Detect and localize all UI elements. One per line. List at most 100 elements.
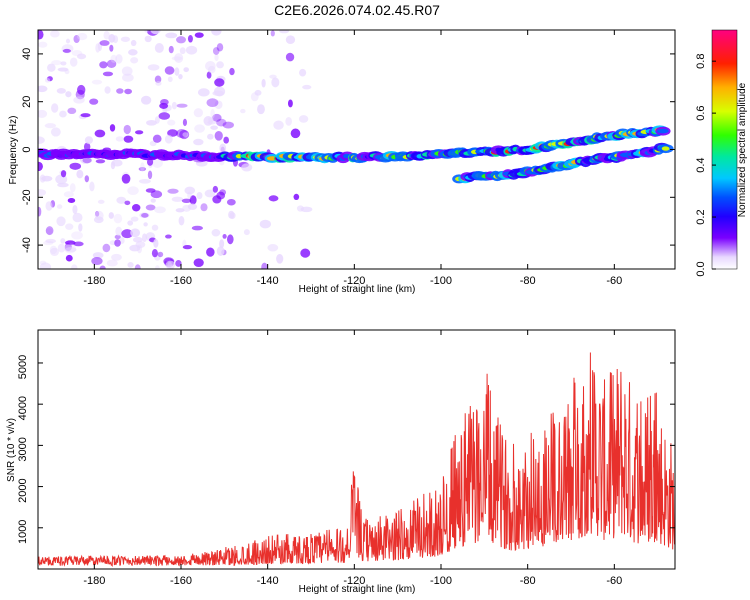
colorbar-tick-label: 0.0 (695, 261, 707, 276)
spectrogram-y-tick-label: 0 (21, 146, 33, 152)
spectrogram-noise-point (216, 246, 225, 256)
spectrogram-noise-point (78, 223, 83, 232)
spectrogram-noise-point (176, 36, 187, 44)
spectrogram-noise-point (103, 31, 110, 40)
colorbar-gradient (711, 29, 738, 270)
spectrogram-noise-point (200, 203, 208, 212)
colorbar-tick-label: 0.6 (695, 105, 707, 120)
spectrogram-noise-point (115, 226, 123, 237)
spectrogram-noise-point (150, 30, 161, 35)
spectrogram-noise-point (171, 101, 177, 110)
snr-x-label: Height of straight line (km) (299, 584, 416, 595)
spectrogram-noise-point (204, 189, 216, 198)
spectrogram-noise-point (165, 234, 172, 239)
spectrogram-noise-point (92, 252, 104, 259)
spectrogram-x-tick-label: -120 (343, 275, 365, 287)
spectrogram-noise-point (82, 157, 92, 164)
spectrogram-noise-point (183, 67, 189, 73)
spectrogram-x-label: Height of straight line (km) (299, 284, 416, 295)
spectrogram-noise-point (64, 247, 77, 253)
spectrogram-noise-point (73, 96, 85, 104)
spectrogram-noise-point (102, 71, 114, 77)
spectrogram-noise-point (113, 213, 123, 224)
spectrogram-noise-point (153, 238, 159, 248)
spectrogram-noise-point (212, 195, 222, 204)
spectrogram-noise-point (106, 59, 117, 68)
spectrogram-noise-point (196, 191, 203, 200)
spectrogram-noise-point (285, 117, 292, 126)
snr-x-tick-label: -80 (520, 575, 536, 587)
spectrogram-trace-core (661, 146, 670, 151)
spectrogram-y-ticks: -40 -20 0 20 40 (21, 48, 675, 253)
spectrogram-noise-point (38, 136, 45, 144)
spectrogram-noise-point (84, 175, 90, 183)
spectrogram-noise-point (214, 78, 225, 87)
spectrogram-noise-point (226, 198, 236, 206)
spectrogram-noise-point (124, 200, 131, 206)
spectrogram-noise-point (182, 132, 189, 138)
spectrogram-noise-point (38, 30, 44, 40)
spectrogram-panel: -180 -160 -140 -120 -100 -80 -60 -40 -20 0 20 40 H… (8, 29, 676, 295)
spectrogram-noise-point (211, 229, 221, 237)
spectrogram-noise-point (167, 188, 179, 194)
spectrogram-noise-point (287, 99, 293, 108)
spectrogram-noise-point (216, 61, 224, 69)
spectrogram-noise-point (212, 47, 220, 55)
spectrogram-noise-point (144, 35, 152, 43)
snr-x-tick-label: -100 (430, 575, 452, 587)
spectrogram-noise-point (57, 243, 66, 253)
spectrogram-noise-point (182, 118, 188, 127)
spectrogram-noise-point (138, 178, 151, 184)
spectrogram-noise-point (144, 30, 149, 33)
spectrogram-y-tick-label: 20 (21, 96, 33, 108)
spectrogram-noise-point (219, 143, 227, 153)
snr-y-tick-label: 5000 (17, 355, 29, 379)
spectrogram-noise-point (223, 136, 230, 144)
spectrogram-noise-point (285, 52, 295, 62)
spectrogram-noise-point (50, 30, 60, 38)
spectrogram-noise-point (116, 88, 124, 94)
spectrogram-noise-point (193, 108, 204, 118)
snr-y-tick-label: 1000 (17, 520, 29, 544)
spectrogram-noise-point (154, 43, 164, 53)
spectrogram-noise-point (149, 140, 157, 147)
spectrogram-noise-point (67, 107, 77, 115)
spectrogram-noise-point (273, 120, 284, 130)
spectrogram-noise-point (97, 199, 105, 204)
spectrogram-noise-point (38, 189, 47, 196)
spectrogram-noise-point (116, 196, 127, 204)
snr-y-ticks: 1000 2000 3000 4000 5000 (17, 355, 675, 544)
spectrogram-noise-point (93, 216, 104, 224)
spectrogram-noise-point (187, 191, 192, 199)
spectrogram-noise-point (302, 84, 312, 90)
spectrogram-noise-point (64, 240, 76, 246)
spectrogram-noise-point (194, 124, 205, 133)
spectrogram-noise-point (50, 127, 61, 137)
spectrogram-noise-point (222, 121, 235, 129)
spectrogram-noise-point (145, 204, 156, 211)
spectrogram-noise-point (193, 258, 204, 267)
spectrogram-noise-point (128, 49, 138, 56)
spectrogram-noise-point (38, 161, 43, 172)
spectrogram-noise-point (259, 219, 271, 229)
spectrogram-noise-point (38, 41, 48, 48)
spectrogram-noise-point (143, 222, 148, 227)
spectrogram-noise-point (111, 159, 123, 167)
spectrogram-noise-point (229, 67, 235, 76)
spectrogram-noise-point (72, 212, 83, 223)
spectrogram-noise-point (216, 118, 227, 127)
spectrogram-noise-point (184, 186, 196, 195)
spectrogram-noise-point (152, 134, 162, 143)
spectrogram-noise-point (63, 191, 74, 198)
spectrogram-noise-point (99, 40, 110, 46)
spectrogram-noise-point (176, 103, 188, 108)
spectrogram-noise-point (191, 225, 203, 231)
spectrogram-noise-point (254, 89, 262, 96)
spectrogram-noise-point (129, 244, 141, 252)
spectrogram-noise-point (65, 223, 74, 230)
spectrogram-noise-point (185, 45, 198, 55)
spectrogram-noise-point (175, 260, 182, 267)
spectrogram-noise-point (94, 210, 104, 221)
spectrogram-noise-point (99, 61, 108, 69)
